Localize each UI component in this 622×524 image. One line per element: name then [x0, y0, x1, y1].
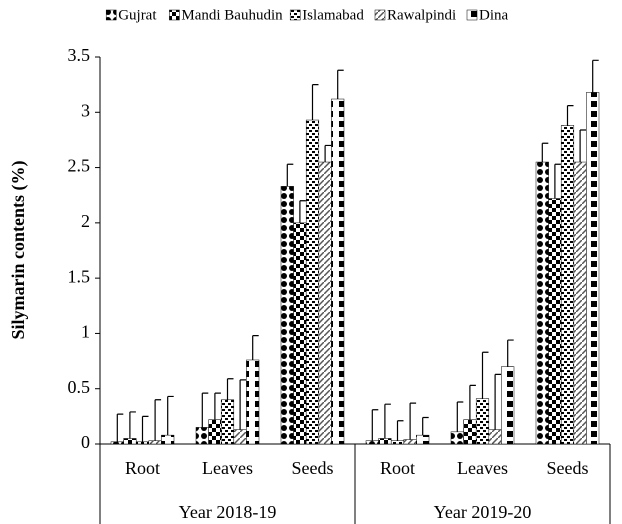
- error-bar: [239, 379, 247, 430]
- error-bar: [409, 402, 417, 440]
- error-bar: [299, 200, 306, 223]
- error-bar: [541, 142, 549, 163]
- bar: [220, 399, 235, 445]
- bar: [305, 119, 320, 445]
- legend-label: Islamabad: [302, 7, 364, 23]
- bar: [195, 427, 209, 445]
- legend-swatch: [105, 9, 117, 21]
- error-bar: [469, 384, 476, 420]
- x-tick-label: Root: [125, 458, 160, 478]
- y-tick-label: 0: [81, 432, 90, 452]
- x-tick-label: Root: [380, 458, 415, 478]
- error-bar: [494, 373, 502, 430]
- error-bar: [201, 392, 209, 428]
- error-bar: [396, 420, 404, 441]
- error-bar: [324, 144, 332, 163]
- bar: [331, 98, 345, 445]
- legend-swatch: [466, 9, 478, 21]
- bar: [416, 434, 430, 445]
- y-tick-label: 1: [81, 322, 90, 342]
- legend-label: Dina: [479, 7, 509, 23]
- y-axis-label: Silymarin contents (%): [8, 161, 29, 340]
- error-bar: [456, 401, 464, 432]
- error-bar: [154, 399, 162, 441]
- bar: [488, 429, 502, 445]
- bar: [246, 359, 260, 445]
- error-bar: [129, 411, 136, 439]
- error-bar: [384, 403, 391, 439]
- bar: [161, 434, 175, 445]
- error-bar: [252, 335, 259, 360]
- legend-label: Rawalpindi: [387, 7, 456, 23]
- error-bar: [214, 392, 221, 420]
- legend-label: Mandi Bauhudin: [181, 7, 283, 23]
- error-bar: [592, 59, 599, 93]
- bar: [148, 440, 162, 445]
- y-tick-label: 3: [81, 100, 90, 120]
- bar: [233, 429, 247, 445]
- y-tick-label: 3.5: [68, 45, 91, 65]
- x-tick-label: Leaves: [202, 458, 253, 478]
- bar: [573, 161, 587, 445]
- bar: [560, 125, 575, 445]
- error-bar: [579, 129, 587, 163]
- error-bar: [371, 409, 379, 441]
- error-bar: [116, 413, 124, 442]
- bar: [280, 186, 294, 445]
- group-label: Year 2018-19: [179, 502, 277, 522]
- error-bar: [554, 163, 561, 199]
- bar: [135, 441, 150, 445]
- bar: [293, 222, 307, 445]
- bar: [450, 431, 464, 445]
- bar: [501, 366, 515, 445]
- bar: [548, 198, 562, 445]
- x-tick-label: Seeds: [292, 458, 334, 478]
- bar: [110, 441, 124, 445]
- group-label: Year 2019-20: [434, 502, 532, 522]
- bar: [208, 419, 222, 445]
- error-bar: [226, 378, 234, 400]
- legend-swatch: [169, 9, 180, 21]
- error-bar: [566, 105, 574, 126]
- bar: [378, 438, 392, 445]
- bar: [318, 161, 332, 445]
- y-tick-label: 2.5: [68, 156, 91, 176]
- legend-swatch: [289, 9, 301, 21]
- bar: [463, 419, 477, 445]
- bar: [535, 161, 549, 445]
- error-bar: [311, 84, 319, 121]
- error-bar: [286, 163, 294, 187]
- error-bar: [167, 395, 174, 436]
- bar: [475, 398, 490, 445]
- x-tick-label: Leaves: [457, 458, 508, 478]
- bar: [586, 92, 600, 445]
- error-bar: [507, 339, 514, 367]
- legend-swatch: [374, 9, 386, 21]
- bar: [390, 440, 405, 445]
- error-bar: [141, 415, 149, 442]
- y-tick-label: 1.5: [68, 266, 91, 286]
- y-tick-label: 2: [81, 211, 90, 231]
- bar: [365, 440, 379, 445]
- legend-label: Gujrat: [118, 7, 157, 23]
- error-bar: [481, 351, 489, 399]
- x-tick-label: Seeds: [547, 458, 589, 478]
- error-bar: [422, 416, 429, 436]
- error-bar: [337, 69, 344, 100]
- y-tick-label: 0.5: [68, 377, 91, 397]
- bar: [123, 438, 137, 445]
- bar: [403, 439, 417, 445]
